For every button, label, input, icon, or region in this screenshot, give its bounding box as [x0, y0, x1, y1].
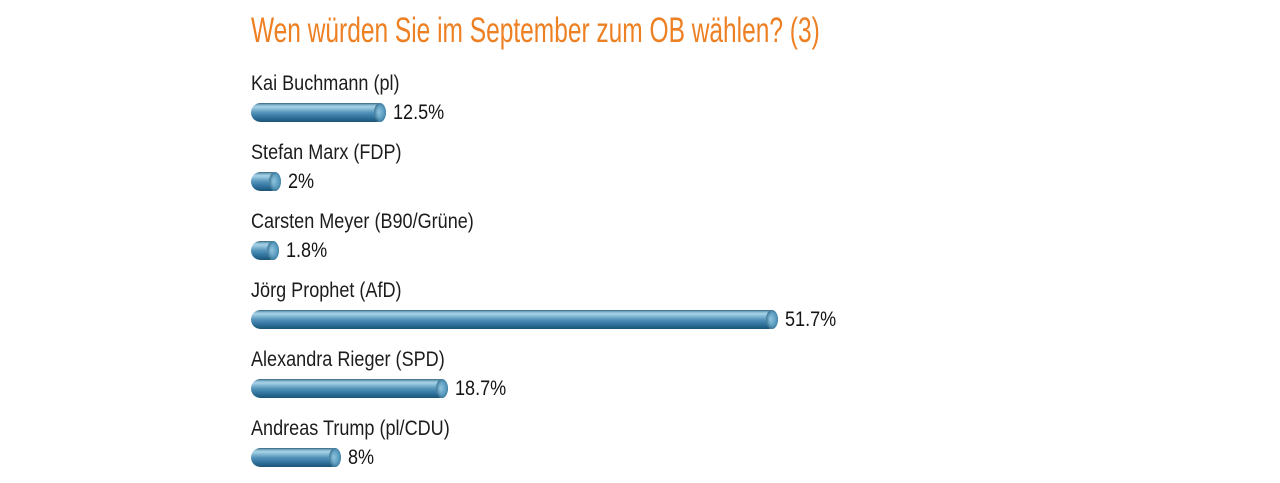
result-value: 2%	[288, 169, 315, 193]
candidate-row: Kai Buchmann (pl) 12.5%	[251, 71, 845, 140]
result-value: 18.7%	[455, 376, 507, 400]
result-bar	[251, 379, 448, 398]
result-bar	[251, 241, 279, 260]
candidate-name: Kai Buchmann (pl)	[251, 72, 400, 95]
bar-line: 18.7%	[251, 376, 845, 400]
result-bar	[251, 310, 778, 329]
result-value: 8%	[348, 445, 375, 469]
candidate-row: Jörg Prophet (AfD) 51.7%	[251, 278, 845, 347]
poll-title: Wen würden Sie im September zum OB wähle…	[251, 9, 1064, 53]
candidate-row: Carsten Meyer (B90/Grüne) 1.8%	[251, 209, 845, 278]
candidate-name: Jörg Prophet (AfD)	[251, 279, 402, 302]
candidate-name: Andreas Trump (pl/CDU)	[251, 417, 450, 440]
result-bar	[251, 103, 386, 122]
result-bar	[251, 448, 341, 467]
bar-line: 2%	[251, 169, 845, 193]
candidate-name: Alexandra Rieger (SPD)	[251, 348, 445, 371]
candidate-name: Carsten Meyer (B90/Grüne)	[251, 210, 474, 233]
bar-line: 51.7%	[251, 307, 845, 331]
bar-line: 12.5%	[251, 100, 845, 124]
candidate-row: Stefan Marx (FDP) 2%	[251, 140, 845, 209]
bar-chart: Kai Buchmann (pl) 12.5% Stefan Marx (FDP…	[251, 71, 845, 483]
bar-line: 8%	[251, 445, 845, 469]
candidate-row: Alexandra Rieger (SPD) 18.7%	[251, 347, 845, 416]
candidate-name: Stefan Marx (FDP)	[251, 141, 402, 164]
result-value: 1.8%	[286, 238, 328, 262]
result-bar	[251, 172, 281, 191]
result-value: 12.5%	[393, 100, 445, 124]
result-value: 51.7%	[785, 307, 837, 331]
candidate-row: Andreas Trump (pl/CDU) 8%	[251, 416, 845, 483]
bar-line: 1.8%	[251, 238, 845, 262]
poll-title-text: Wen würden Sie im September zum OB wähle…	[251, 11, 820, 50]
